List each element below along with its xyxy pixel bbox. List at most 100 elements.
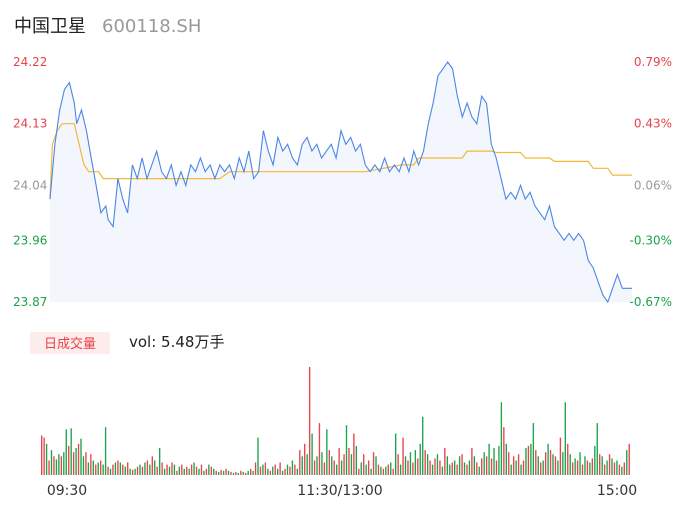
volume-bar <box>439 460 441 475</box>
volume-bar <box>407 460 409 475</box>
volume-bar <box>286 464 289 475</box>
stock-code: 600118.SH <box>102 16 201 37</box>
volume-bar <box>385 466 387 475</box>
volume-bar <box>41 435 43 475</box>
time-tick-label: 15:00 <box>597 483 637 499</box>
volume-bar <box>451 462 453 475</box>
price-path <box>49 61 632 304</box>
volume-bar <box>75 448 77 475</box>
volume-bar <box>272 466 274 475</box>
volume-bar <box>338 448 340 475</box>
volume-bar <box>279 462 281 475</box>
volume-bar <box>119 462 122 475</box>
volume-bar <box>613 462 616 475</box>
volume-bar <box>517 454 520 475</box>
time-tick-label: 11:30/13:00 <box>297 483 382 499</box>
volume-bar <box>343 454 345 475</box>
volume-bar <box>567 443 569 475</box>
volume-bar <box>277 468 279 475</box>
volume-bar <box>72 452 75 475</box>
volume-bar <box>186 466 188 475</box>
volume-bar <box>353 433 355 475</box>
volume-bar <box>547 443 549 475</box>
volume-bar <box>360 462 362 475</box>
volume-bar <box>53 456 55 475</box>
volume-bar <box>323 462 326 475</box>
volume-bar <box>87 462 90 475</box>
volume-bar <box>159 448 161 475</box>
time-axis: 09:30 11:30/13:00 15:00 <box>47 483 637 499</box>
volume-bar <box>363 454 365 475</box>
volume-bar <box>254 462 257 475</box>
volume-bar <box>274 464 276 475</box>
volume-bar <box>485 456 488 475</box>
volume-bar <box>390 462 392 475</box>
volume-bar <box>311 433 313 475</box>
volume-bar <box>299 450 301 475</box>
volume-bar <box>284 468 286 475</box>
volume-bar <box>220 469 222 475</box>
volume-bar <box>370 468 372 475</box>
volume-bar <box>576 460 579 475</box>
volume-badge-label: 日成交量 <box>44 336 96 352</box>
volume-bar <box>203 470 205 475</box>
volume-bar <box>608 454 611 475</box>
volume-bar <box>493 448 495 475</box>
volume-bars <box>41 367 630 475</box>
volume-bar <box>515 460 517 475</box>
volume-bar <box>262 464 264 475</box>
volume-bar <box>589 462 591 475</box>
volume-bar <box>431 464 434 475</box>
volume-bar <box>281 470 284 475</box>
volume-bar <box>591 458 594 475</box>
volume-bar <box>237 472 240 475</box>
volume-bar <box>134 468 136 475</box>
volume-bar <box>68 445 70 475</box>
volume-bar <box>601 456 603 475</box>
volume-bar <box>247 470 249 475</box>
volume-bar <box>171 462 173 475</box>
volume-bar <box>537 456 539 475</box>
percent-tick-label: 0.43% <box>634 117 672 131</box>
volume-bar <box>495 460 498 475</box>
volume-bar <box>242 471 244 475</box>
volume-bar <box>336 464 338 475</box>
volume-bar <box>557 460 559 475</box>
volume-bar <box>63 452 65 475</box>
volume-bar <box>85 452 87 475</box>
volume-bar <box>399 464 402 475</box>
volume-bar <box>387 464 389 475</box>
volume-bar <box>141 466 144 475</box>
volume-bar <box>409 452 412 475</box>
volume-bar <box>92 460 94 475</box>
volume-bar <box>139 464 141 475</box>
volume-bar <box>131 469 134 475</box>
volume-bar <box>235 471 237 475</box>
volume-bar <box>579 452 581 475</box>
volume-bar <box>623 462 625 475</box>
volume-bar <box>151 456 153 475</box>
volume-bar <box>586 460 589 475</box>
volume-bar <box>449 464 451 475</box>
volume-bar <box>154 460 156 475</box>
volume-bar <box>240 470 242 475</box>
volume-bar <box>572 462 574 475</box>
volume-bar <box>195 466 198 475</box>
volume-bar <box>304 443 306 475</box>
volume-bar <box>377 464 380 475</box>
volume-bar <box>193 462 195 475</box>
volume-bar <box>291 460 294 475</box>
volume-bar <box>397 454 399 475</box>
volume-bar <box>618 464 621 475</box>
volume-bar <box>225 468 227 475</box>
percent-tick-label: -0.30% <box>630 233 672 247</box>
volume-bar <box>581 464 584 475</box>
volume-bar <box>606 460 608 475</box>
volume-bar <box>466 464 468 475</box>
volume-bar <box>77 443 80 475</box>
volume-bar <box>326 429 328 475</box>
volume-bar <box>596 423 598 475</box>
volume-bar <box>532 423 535 475</box>
volume-bar <box>43 437 45 475</box>
volume-badge[interactable] <box>30 332 110 354</box>
